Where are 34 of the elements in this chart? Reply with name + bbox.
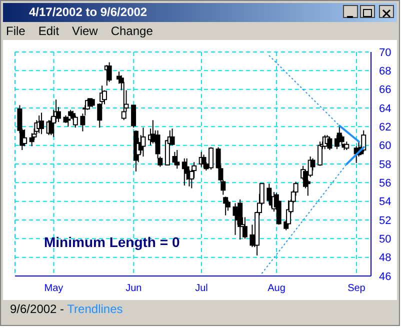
y-tick-label: 54 bbox=[379, 196, 392, 208]
chart-title: 4/17/2002 to 9/6/2002 bbox=[29, 5, 148, 19]
x-tick-label: Jun bbox=[126, 283, 142, 294]
x-tick-label: Jul bbox=[195, 283, 208, 294]
annotation: Minimum Length = 0 bbox=[44, 234, 180, 250]
y-tick-label: 68 bbox=[379, 66, 392, 78]
text: Trendlines bbox=[67, 302, 123, 316]
candlestick bbox=[174, 150, 180, 170]
candlestick bbox=[22, 128, 28, 147]
x-tick-label: Sep bbox=[348, 283, 366, 294]
text: 9/6/2002 - bbox=[10, 302, 66, 316]
text: View bbox=[72, 24, 98, 38]
x-tick-label: May bbox=[44, 283, 64, 294]
text: Edit bbox=[38, 24, 60, 38]
candlestick bbox=[72, 114, 78, 128]
y-tick-label: 62 bbox=[379, 122, 392, 134]
y-tick-label: 58 bbox=[379, 158, 392, 171]
y-tick-label: 66 bbox=[379, 84, 392, 96]
y-tick-label: 64 bbox=[379, 102, 392, 115]
candlestick bbox=[106, 62, 112, 82]
candlestick bbox=[29, 132, 34, 147]
x-tick-label: Aug bbox=[268, 283, 286, 294]
y-tick-label: 60 bbox=[379, 140, 392, 152]
y-tick-label: 48 bbox=[379, 252, 392, 264]
candlestick bbox=[102, 90, 107, 105]
text: File bbox=[6, 24, 26, 38]
y-tick-label: 50 bbox=[379, 234, 392, 246]
candlestick bbox=[131, 104, 136, 128]
y-tick-label: 46 bbox=[379, 270, 392, 283]
candlestick bbox=[225, 200, 230, 212]
y-tick-label: 56 bbox=[379, 178, 392, 190]
text: Change bbox=[110, 24, 153, 38]
y-tick-label: 70 bbox=[379, 46, 392, 59]
y-tick-label: 52 bbox=[379, 214, 392, 227]
